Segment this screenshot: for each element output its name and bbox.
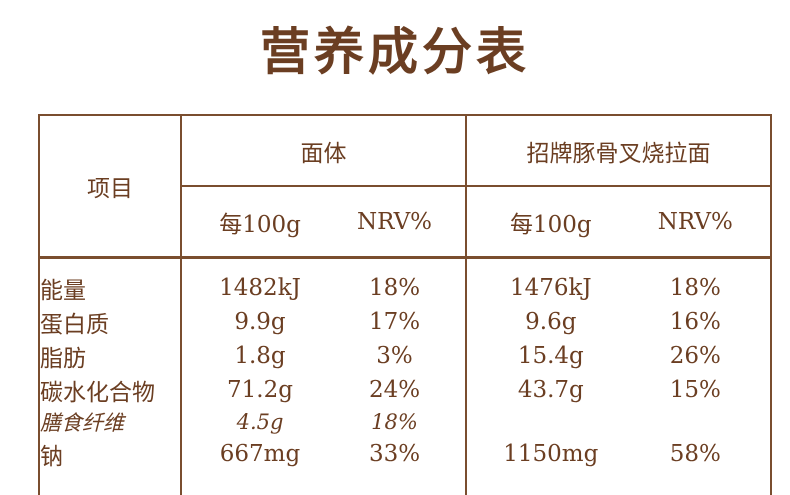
- nutrient-nrv: 18%: [371, 410, 418, 434]
- nutrient-name: 碳水化合物: [38, 373, 182, 407]
- per-100g-label: 每100g: [219, 211, 301, 238]
- nutrient-nrv: 18%: [368, 275, 421, 301]
- nutrient-nrv: 15%: [669, 377, 721, 403]
- group-header-ramen: 招牌豚骨叉烧拉面: [465, 115, 772, 187]
- nutrient-nrv: 26%: [669, 343, 721, 369]
- nrv-label: NRV%: [356, 208, 433, 235]
- per-100g-label: 每100g: [509, 211, 592, 238]
- subheader-ramen: 每100g NRV%: [465, 186, 772, 258]
- page-title: 营养成分表: [260, 22, 530, 81]
- header-sub-row: 每100g NRV% 每100g NRV%: [39, 186, 772, 258]
- nutrient-value: 1482kJ: [219, 275, 301, 301]
- nutrient-nrv: 24%: [368, 377, 421, 403]
- table-row-fat: 脂肪 1.8g 3% 15.4g 26%: [38, 339, 772, 373]
- table-row-protein: 蛋白质 9.9g 17% 9.6g 16%: [38, 305, 772, 339]
- nutrient-value: 15.4g: [517, 343, 584, 369]
- nutrient-nrv: 3%: [376, 343, 413, 369]
- nutrient-value: 1150mg: [503, 441, 599, 467]
- group-header-noodle: 面体: [180, 115, 467, 187]
- nutrient-nrv: 58%: [669, 441, 721, 467]
- subheader-noodle: 每100g NRV%: [180, 186, 467, 258]
- table-row-sodium: 钠 667mg 33% 1150mg 58%: [38, 437, 772, 495]
- nutrient-value: 1476kJ: [509, 275, 592, 301]
- nutrient-value: 9.6g: [525, 309, 577, 335]
- table-row-dietary-fiber: 膳食纤维 4.5g 18%: [38, 407, 772, 437]
- nutrient-name: 钠: [38, 437, 182, 495]
- nrv-label: NRV%: [657, 208, 733, 235]
- nutrient-value: 667mg: [219, 441, 301, 467]
- nutrient-value: 4.5g: [236, 410, 284, 434]
- nutrient-value: 43.7g: [517, 377, 584, 403]
- nutrient-nrv: 16%: [669, 309, 721, 335]
- nutrient-value: 9.9g: [234, 309, 286, 335]
- table-row-carbohydrate: 碳水化合物 71.2g 24% 43.7g 15%: [38, 373, 772, 407]
- nutrient-name: 膳食纤维: [38, 407, 182, 437]
- table-row-energy: 能量 1482kJ 18% 1476kJ 18%: [38, 256, 772, 305]
- item-column-header: 项目: [38, 115, 182, 258]
- nutrient-nrv: 33%: [368, 441, 421, 467]
- nutrient-name: 能量: [38, 256, 182, 305]
- nutrition-table: 项目 面体 招牌豚骨叉烧拉面 每100g NRV% 每100g NRV%: [38, 114, 772, 495]
- nutrient-nrv: 17%: [368, 309, 421, 335]
- nutrient-value: 1.8g: [234, 343, 286, 369]
- header-group-row: 项目 面体 招牌豚骨叉烧拉面: [38, 115, 772, 258]
- nutrient-name: 蛋白质: [38, 305, 182, 339]
- nutrient-name: 脂肪: [38, 339, 182, 373]
- nutrient-value: 71.2g: [227, 377, 293, 403]
- nutrient-nrv: 18%: [669, 275, 721, 301]
